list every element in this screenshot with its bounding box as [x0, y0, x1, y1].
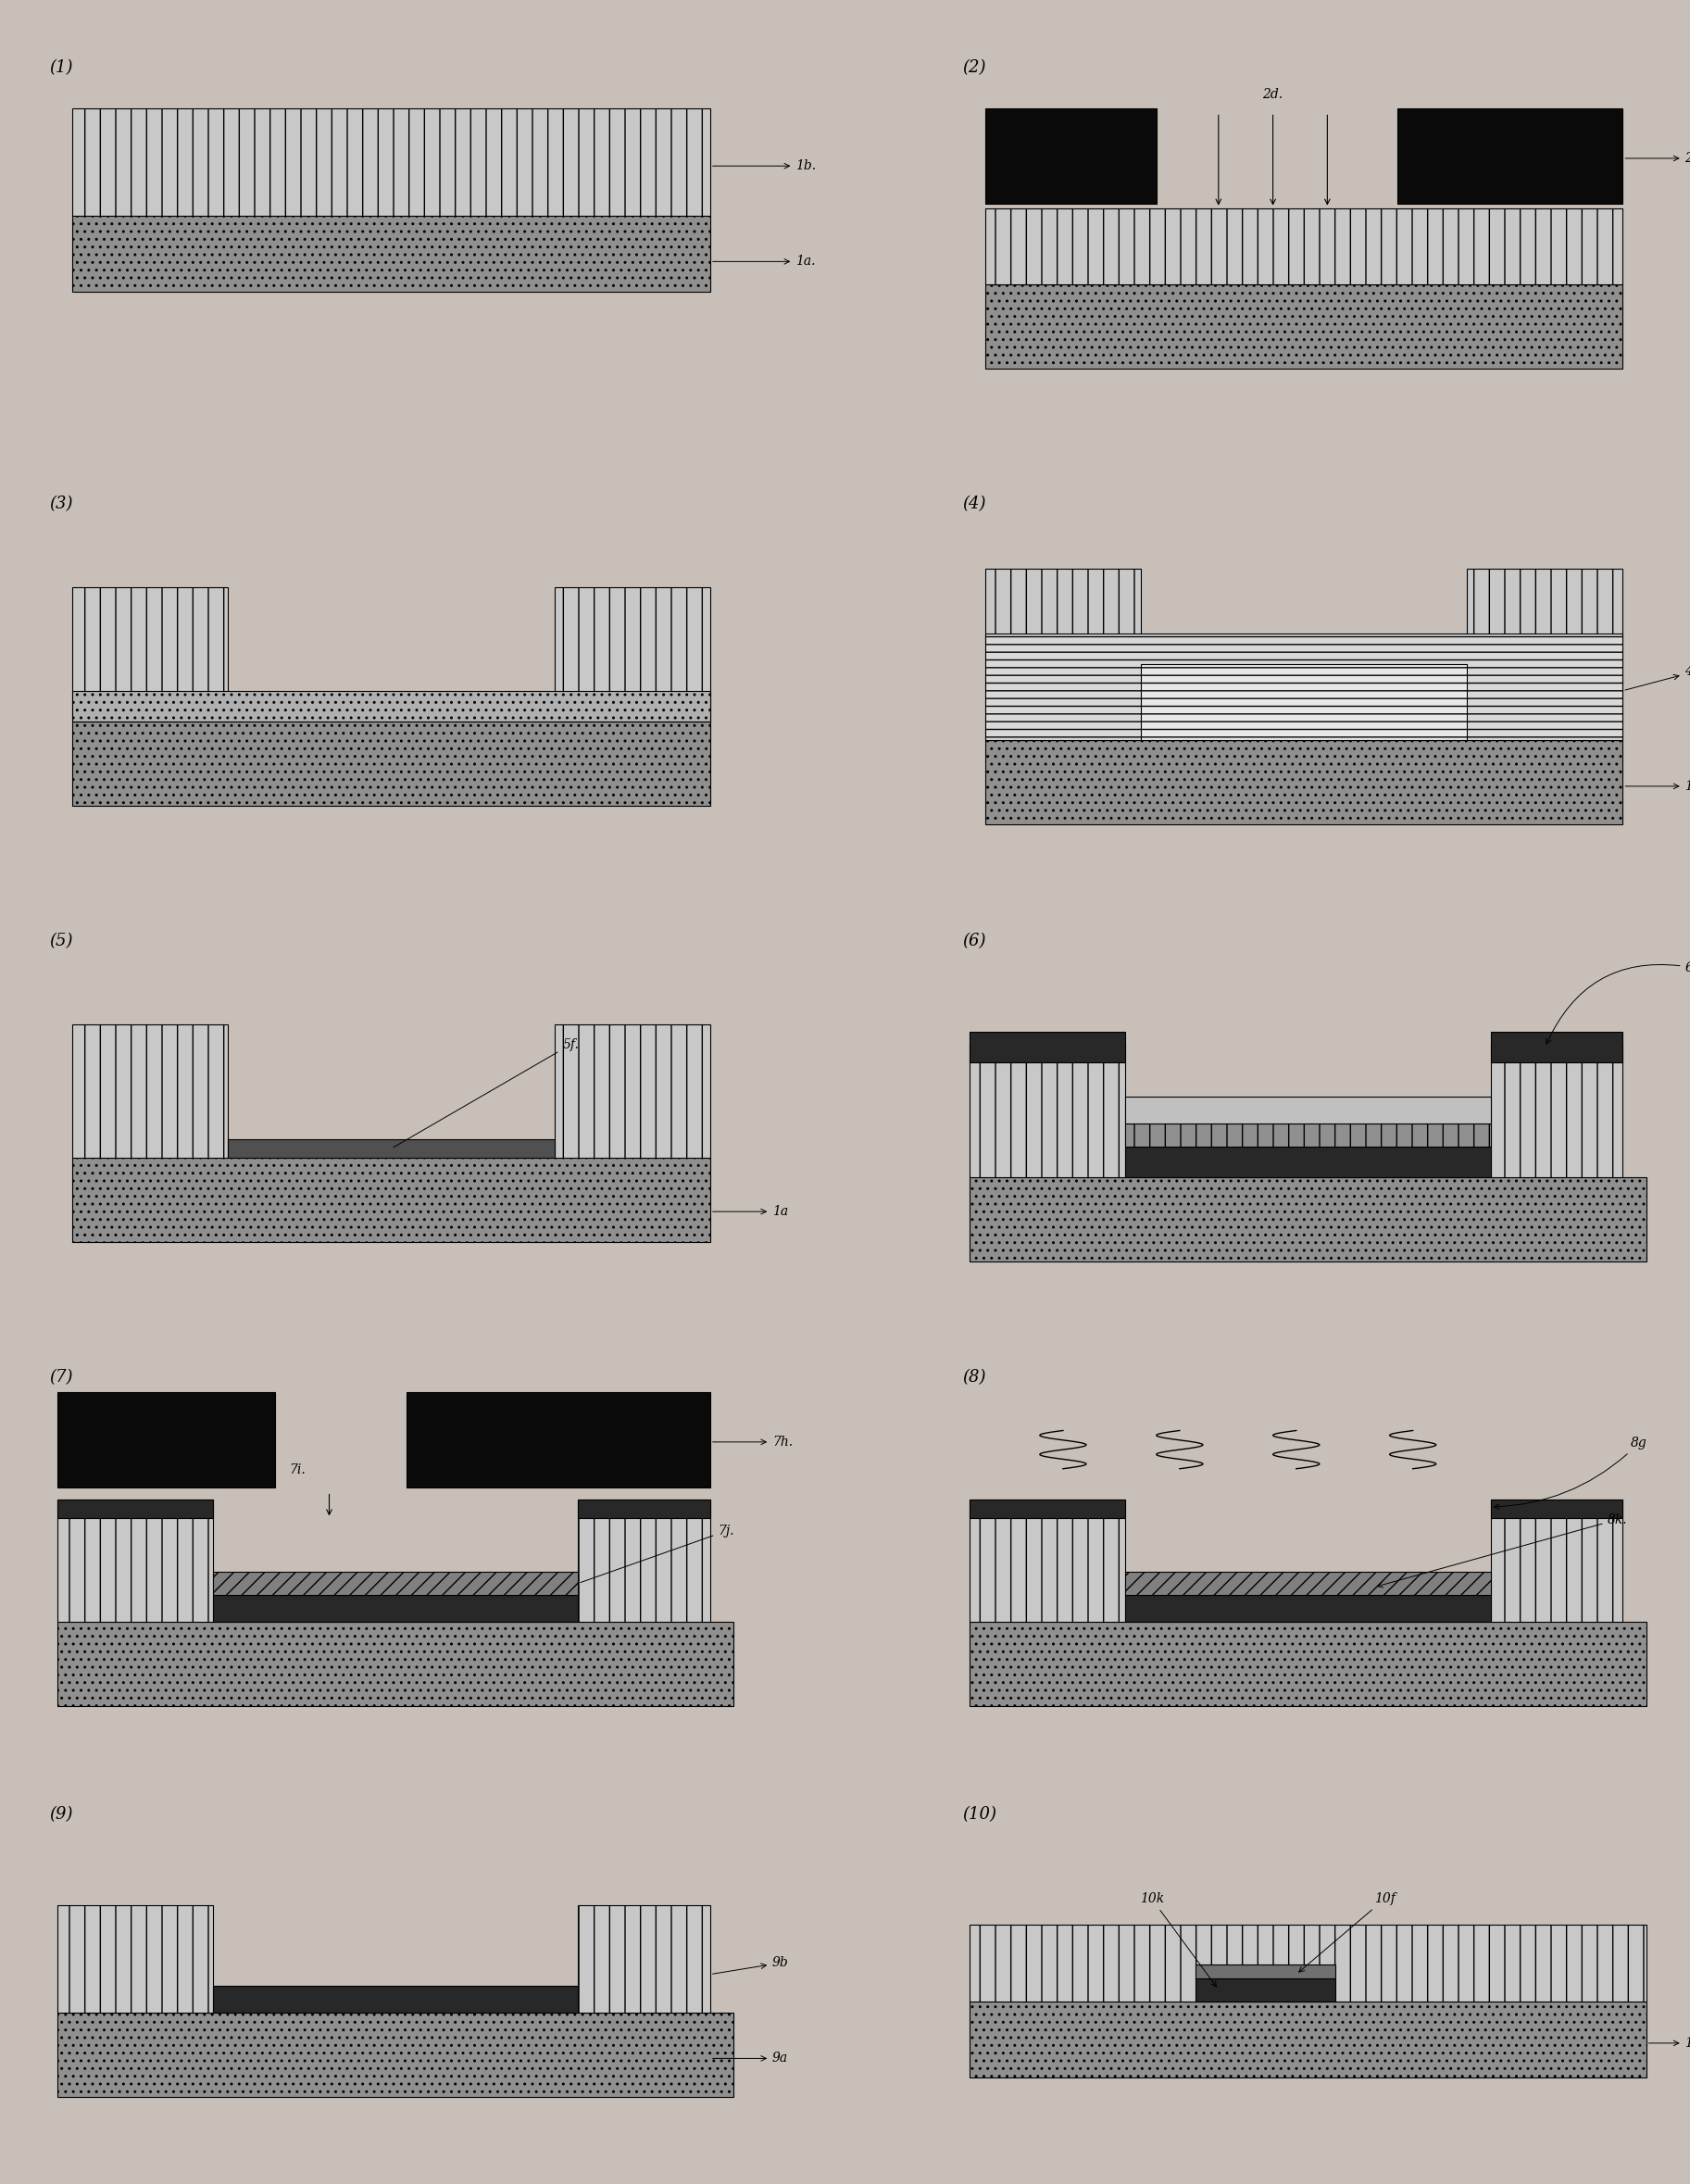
Text: 8g: 8g	[1494, 1437, 1648, 1509]
Bar	[213, 1985, 578, 2014]
Bar	[1491, 1498, 1622, 1621]
Bar	[73, 109, 710, 216]
Bar	[1126, 1147, 1491, 1177]
Text: (1): (1)	[49, 59, 73, 76]
Bar	[985, 207, 1622, 284]
Text: 10a: 10a	[1649, 2038, 1690, 2049]
Text: 7i.: 7i.	[289, 1463, 306, 1476]
Bar	[1126, 1572, 1491, 1594]
Bar	[985, 284, 1622, 369]
Text: 1a: 1a	[713, 1206, 788, 1219]
Bar	[1126, 1594, 1491, 1621]
Bar	[1491, 1498, 1622, 1518]
Text: 10f: 10f	[1300, 1894, 1396, 1972]
Text: 5f.: 5f.	[394, 1037, 580, 1147]
Bar	[970, 1621, 1646, 1706]
Bar	[970, 1924, 1646, 2001]
Bar	[578, 1498, 710, 1518]
Bar	[985, 568, 1141, 740]
Bar	[73, 1024, 228, 1158]
Bar	[1141, 664, 1467, 740]
Bar	[985, 633, 1622, 740]
Bar	[407, 1393, 710, 1487]
Bar	[554, 587, 710, 721]
Text: (2): (2)	[962, 59, 985, 76]
Text: 7j.: 7j.	[580, 1524, 733, 1583]
Bar	[1195, 1979, 1335, 2001]
Bar	[57, 1621, 733, 1706]
Bar	[57, 1498, 213, 1621]
Bar	[1126, 1123, 1491, 1147]
Text: (7): (7)	[49, 1369, 73, 1387]
Text: 8k.: 8k.	[1377, 1514, 1627, 1588]
Bar	[970, 1033, 1126, 1061]
Text: 6g.: 6g.	[1546, 961, 1690, 1044]
Text: (5): (5)	[49, 933, 73, 950]
Bar	[73, 216, 710, 293]
Bar	[1491, 1033, 1622, 1061]
Bar	[970, 1498, 1126, 1621]
Bar	[1491, 1044, 1622, 1177]
Text: (6): (6)	[962, 933, 985, 950]
Bar	[1126, 1096, 1491, 1123]
Bar	[57, 1904, 213, 2014]
Bar	[1398, 109, 1622, 205]
Text: (3): (3)	[49, 496, 73, 513]
Bar	[578, 1498, 710, 1621]
Bar	[554, 1024, 710, 1158]
Bar	[1195, 1966, 1335, 1979]
Bar	[1467, 568, 1622, 740]
Bar	[57, 1498, 213, 1518]
Text: 2c.: 2c.	[1626, 153, 1690, 164]
Text: 2d.: 2d.	[1262, 87, 1283, 100]
Text: 4e.: 4e.	[1626, 666, 1690, 690]
Bar	[970, 2001, 1646, 2077]
Bar	[970, 1177, 1646, 1260]
Bar	[57, 1393, 275, 1487]
Text: 9b: 9b	[713, 1957, 789, 1974]
Bar	[578, 1904, 710, 2014]
Bar	[73, 721, 710, 806]
Bar	[213, 1594, 578, 1621]
Text: 1b.: 1b.	[713, 159, 816, 173]
Text: (8): (8)	[962, 1369, 985, 1387]
Text: (9): (9)	[49, 1806, 73, 1824]
Text: 1a.: 1a.	[713, 256, 816, 269]
Bar	[57, 2014, 733, 2097]
Bar	[73, 1158, 710, 1243]
Text: 1a: 1a	[1626, 780, 1690, 793]
Bar	[213, 1572, 578, 1594]
Bar	[228, 1140, 554, 1158]
Text: (4): (4)	[962, 496, 985, 513]
Bar	[970, 1044, 1126, 1177]
Bar	[985, 109, 1156, 205]
Text: 9a: 9a	[713, 2053, 788, 2064]
Bar	[970, 1498, 1126, 1518]
Text: (10): (10)	[962, 1806, 995, 1824]
Bar	[73, 587, 228, 721]
Bar	[985, 740, 1622, 823]
Text: 7h.: 7h.	[713, 1435, 793, 1448]
Text: 10k: 10k	[1139, 1894, 1217, 1987]
Bar	[73, 690, 710, 721]
